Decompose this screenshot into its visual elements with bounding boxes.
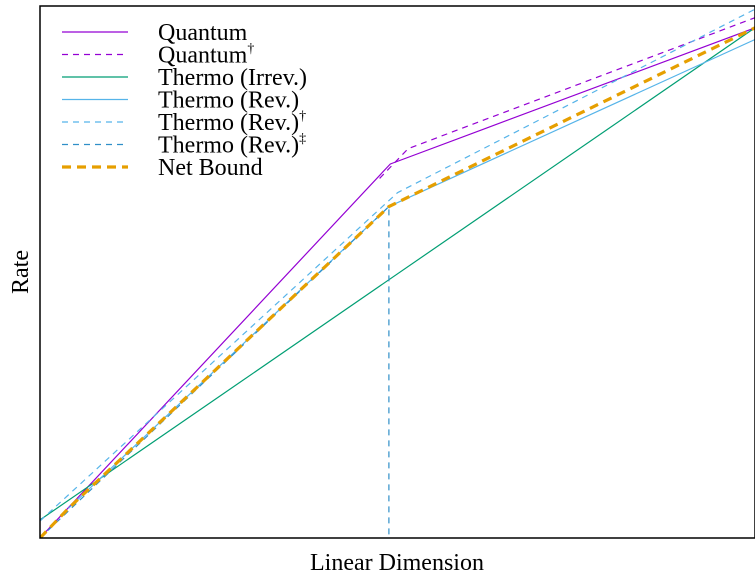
series-line-5-thermo-rev (40, 8, 755, 522)
legend-label: Thermo (Rev.)† (158, 109, 306, 136)
legend-superscript: † (299, 109, 306, 124)
legend-entry-6: Thermo (Rev.)‡ (62, 132, 306, 159)
legend-label: Quantum (158, 20, 248, 46)
series-line-7-net-bound (40, 26, 755, 538)
legend-label: Thermo (Rev.) (158, 88, 299, 114)
legend-entry-3: Thermo (Irrev.) (62, 65, 307, 91)
plot-frame (39, 5, 755, 539)
series-line-1-quantum (40, 27, 755, 538)
legend-entry-4: Thermo (Rev.) (62, 88, 299, 114)
series-line-3-thermo-irrev (40, 27, 755, 521)
legend-entry-5: Thermo (Rev.)† (62, 109, 306, 136)
legend-entry-2: Quantum† (62, 42, 254, 69)
legend-superscript: † (247, 42, 254, 57)
y-axis-label: Rate (8, 250, 34, 294)
legend-label: Thermo (Rev.)‡ (158, 132, 306, 159)
legend-entry-1: Quantum (62, 20, 248, 46)
x-axis-label: Linear Dimension (310, 550, 484, 576)
legend-label: Net Bound (158, 155, 263, 181)
series-layer (40, 8, 755, 538)
series-line-2-quantum (379, 17, 755, 179)
legend-superscript: ‡ (299, 132, 306, 147)
legend-label: Quantum† (158, 42, 254, 69)
legend-entry-7: Net Bound (62, 155, 263, 181)
legend-label: Thermo (Irrev.) (158, 65, 307, 91)
